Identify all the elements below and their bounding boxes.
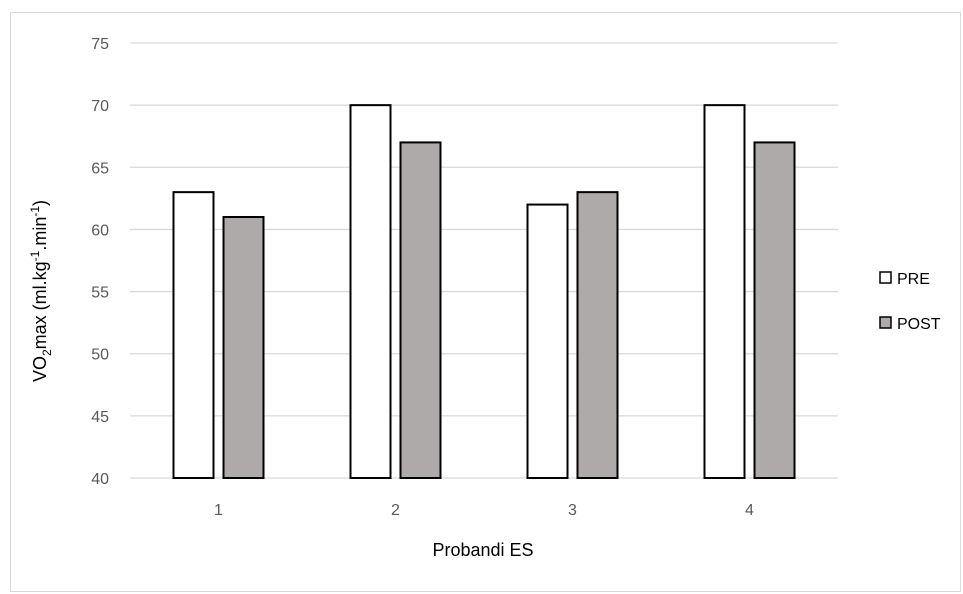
y-tick-label: 40	[91, 471, 109, 488]
x-tick-label: 3	[568, 502, 577, 519]
y-axis-title-superscript-2: -1	[28, 206, 42, 217]
legend-swatch-pre	[879, 271, 892, 284]
bar-pre-3	[526, 203, 569, 479]
y-axis-title-middle-2: .min	[30, 217, 50, 251]
x-tick-labels: 1 2 3 4	[214, 502, 754, 519]
y-axis-title-middle: max (ml.kg	[30, 261, 50, 349]
y-axis-title: VO2max (ml.kg-1.min-1)	[28, 200, 54, 382]
bar-post-1	[222, 216, 265, 479]
bar-post-4	[753, 141, 796, 480]
y-axis-title-superscript-1: -1	[28, 250, 42, 261]
y-axis-title-end: )	[30, 200, 50, 206]
x-tick-label: 4	[745, 502, 754, 519]
bar-post-3	[576, 191, 619, 479]
y-axis-title-base: VO	[30, 356, 50, 382]
y-tick-label: 55	[91, 285, 109, 302]
bar-pre-4	[703, 104, 746, 480]
x-tick-label: 2	[391, 502, 400, 519]
x-tick-label: 1	[214, 502, 223, 519]
y-axis-title-subscript: 2	[40, 349, 54, 356]
y-tick-label: 70	[91, 98, 109, 115]
legend-label-post: POST	[897, 316, 941, 333]
y-tick-label: 65	[91, 160, 109, 177]
bar-pre-1	[172, 191, 215, 479]
y-tick-label: 60	[91, 222, 109, 239]
chart-frame	[10, 12, 961, 592]
x-axis-title: Probandi ES	[432, 540, 533, 560]
bars	[172, 104, 796, 480]
bar-pre-2	[349, 104, 392, 480]
legend: PRE POST	[879, 271, 941, 333]
y-tick-labels: 40 45 50 55 60 65 70 75	[91, 36, 109, 488]
y-tick-label: 50	[91, 347, 109, 364]
y-tick-label: 75	[91, 36, 109, 53]
legend-swatch-post	[879, 316, 892, 329]
y-tick-label: 45	[91, 409, 109, 426]
bar-post-2	[399, 141, 442, 480]
legend-label-pre: PRE	[897, 271, 930, 288]
